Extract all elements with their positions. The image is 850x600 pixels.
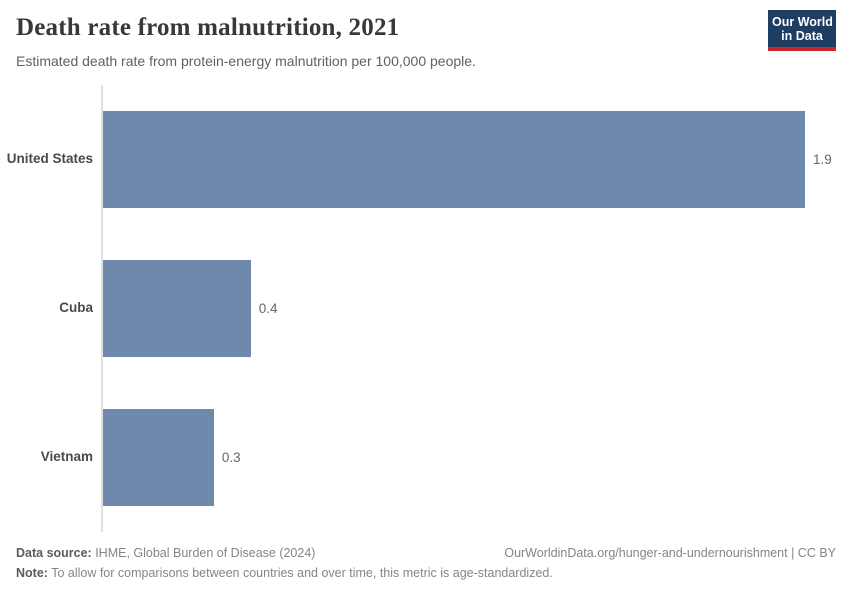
chart-header: Death rate from malnutrition, 2021 Estim… (0, 0, 850, 84)
value-label: 1.9 (813, 152, 832, 167)
owid-logo-line1: Our World (772, 15, 833, 29)
category-label: Cuba (59, 300, 93, 316)
owid-logo-line2: in Data (781, 29, 823, 43)
data-source-text: IHME, Global Burden of Disease (2024) (91, 546, 316, 560)
y-axis-line (101, 85, 103, 532)
bar[interactable] (103, 111, 805, 208)
bar-row-cuba: Cuba 0.4 (0, 234, 850, 383)
owid-logo[interactable]: Our World in Data (768, 10, 836, 51)
citation-url: OurWorldinData.org/hunger-and-undernouri… (504, 546, 836, 560)
note-label: Note: (16, 566, 48, 580)
chart-footer: Data source: IHME, Global Burden of Dise… (16, 543, 836, 583)
value-label: 0.3 (221, 450, 241, 465)
note-line: Note: To allow for comparisons between c… (16, 563, 576, 583)
page-title: Death rate from malnutrition, 2021 (16, 14, 400, 41)
data-source-line: Data source: IHME, Global Burden of Dise… (16, 543, 576, 563)
bar-chart: United States 1.9 Cuba 0.4 Vietnam 0.3 (0, 85, 850, 532)
note-text: To allow for comparisons between countri… (47, 566, 553, 580)
bar[interactable] (103, 409, 214, 506)
bar[interactable] (103, 260, 251, 357)
footer-left: Data source: IHME, Global Burden of Dise… (16, 543, 576, 583)
bar-row-vietnam: Vietnam 0.3 (0, 383, 850, 532)
category-label: United States (6, 151, 93, 167)
value-label: 0.4 (258, 301, 278, 316)
chart-subtitle: Estimated death rate from protein-energy… (16, 53, 476, 69)
bar-row-united-states: United States 1.9 (0, 85, 850, 234)
category-label: Vietnam (40, 449, 93, 465)
data-source-label: Data source: (16, 546, 92, 560)
